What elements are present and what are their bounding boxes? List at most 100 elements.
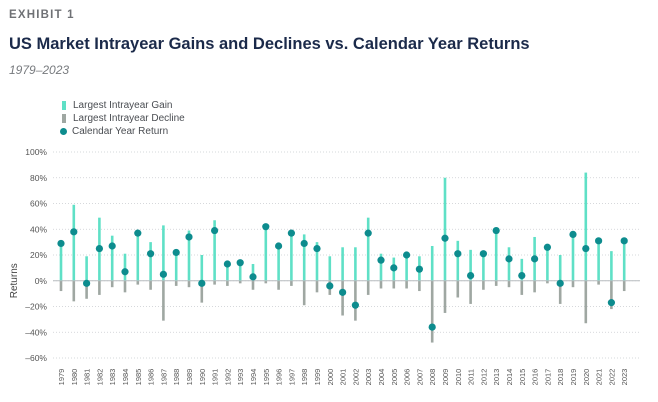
legend-label-return: Calendar Year Return: [72, 126, 169, 137]
gain-bar: [366, 217, 370, 281]
gain-bar: [290, 231, 293, 281]
gain-bar: [456, 240, 460, 281]
decline-bar: [341, 280, 344, 316]
x-tick-label: 1994: [249, 369, 258, 386]
x-tick-label: 2003: [364, 369, 373, 386]
return-dot: [454, 250, 462, 258]
return-dot: [287, 229, 295, 237]
x-tick-label: 2010: [454, 369, 463, 386]
x-tick-label: 2012: [479, 369, 488, 386]
exhibit-label: EXHIBIT 1: [9, 9, 75, 21]
gain-bar: [136, 231, 140, 281]
return-dot: [249, 273, 257, 281]
decline-bar: [546, 280, 549, 284]
gain-bar: [315, 242, 319, 281]
x-tick-label: 1999: [313, 369, 322, 386]
x-tick-label: 2009: [441, 369, 450, 386]
gain-bar: [238, 261, 242, 281]
x-tick-label: 2001: [339, 369, 348, 386]
return-dot: [121, 268, 129, 276]
x-tick-label: 2015: [518, 369, 527, 386]
gain-bar: [520, 258, 524, 281]
return-dot: [313, 244, 321, 253]
decline-bar: [200, 280, 204, 303]
return-dot: [364, 229, 372, 237]
decline-bar: [213, 280, 216, 285]
return-dot: [198, 279, 206, 287]
return-dot: [108, 242, 116, 250]
decline-bar: [290, 280, 293, 286]
return-dot: [147, 250, 155, 258]
decline-bar: [98, 280, 101, 295]
gain-bar: [251, 264, 255, 281]
x-tick-label: 1979: [57, 369, 66, 386]
gain-bar: [610, 251, 613, 281]
gain-bar: [546, 245, 549, 281]
legend-item-return: Calendar Year Return: [60, 125, 185, 138]
return-dot: [556, 279, 564, 287]
decline-bar: [72, 280, 76, 302]
return-dot: [300, 239, 308, 248]
x-tick-label: 2022: [607, 369, 616, 386]
x-tick-label: 2020: [582, 369, 591, 386]
gain-bar: [482, 252, 485, 281]
x-tick-label: 1997: [287, 369, 296, 386]
decline-bar: [174, 280, 178, 286]
return-dot: [505, 255, 513, 263]
return-dot: [351, 301, 359, 309]
return-dot: [211, 226, 219, 235]
decline-bar: [354, 280, 357, 321]
gain-bar: [149, 242, 152, 281]
decline-bar: [584, 280, 588, 324]
decline-bar: [418, 280, 421, 292]
x-tick-label: 2018: [556, 369, 565, 386]
x-tick-label: 1995: [262, 369, 271, 386]
decline-bar: [187, 280, 191, 288]
gain-bar: [430, 245, 434, 281]
legend-label-gain: Largest Intrayear Gain: [73, 100, 173, 111]
x-tick-label: 2008: [428, 369, 437, 386]
x-tick-label: 2019: [569, 369, 578, 386]
x-tick-label: 1990: [198, 369, 207, 386]
gain-bar: [200, 255, 204, 281]
x-tick-label: 1998: [300, 369, 309, 386]
x-tick-label: 1989: [185, 369, 194, 386]
decline-bar: [302, 280, 306, 306]
return-dot: [262, 223, 270, 231]
x-tick-label: 1992: [223, 369, 232, 386]
return-dot: [543, 243, 552, 251]
decline-bar: [366, 280, 370, 295]
gain-bar: [597, 239, 600, 281]
decline-bar: [59, 280, 63, 292]
return-dot: [595, 237, 603, 245]
x-tick-label: 1988: [172, 369, 181, 386]
x-tick-label: 1982: [95, 369, 104, 386]
legend-label-decline: Largest Intrayear Decline: [73, 113, 185, 124]
decline-bar: [277, 280, 280, 290]
x-tick-label: 2000: [326, 369, 335, 386]
x-tick-label: 2013: [492, 369, 501, 386]
decline-bar: [149, 280, 152, 290]
x-tick-label: 2016: [531, 369, 540, 386]
decline-bar: [85, 280, 88, 299]
return-dot: [185, 233, 193, 241]
gain-bar: [341, 247, 344, 281]
gain-bar: [584, 172, 588, 281]
return-dot: [492, 226, 500, 235]
decline-bar: [558, 280, 562, 304]
x-tick-label: 1993: [236, 369, 245, 386]
y-tick-label: –60%: [25, 353, 47, 363]
gain-bar: [110, 235, 114, 281]
decline-bar: [264, 280, 268, 284]
x-tick-label: 2017: [543, 369, 552, 386]
decline-bar: [507, 280, 511, 288]
y-tick-label: 60%: [30, 199, 47, 209]
decline-bar: [482, 280, 485, 290]
gain-bar: [405, 253, 408, 281]
decline-bar: [226, 280, 229, 286]
y-tick-label: 0%: [35, 276, 48, 286]
y-tick-label: –20%: [25, 302, 47, 312]
legend-item-decline: Largest Intrayear Decline: [60, 112, 185, 125]
return-dot: [236, 259, 244, 267]
legend-swatch-decline: [62, 114, 66, 123]
